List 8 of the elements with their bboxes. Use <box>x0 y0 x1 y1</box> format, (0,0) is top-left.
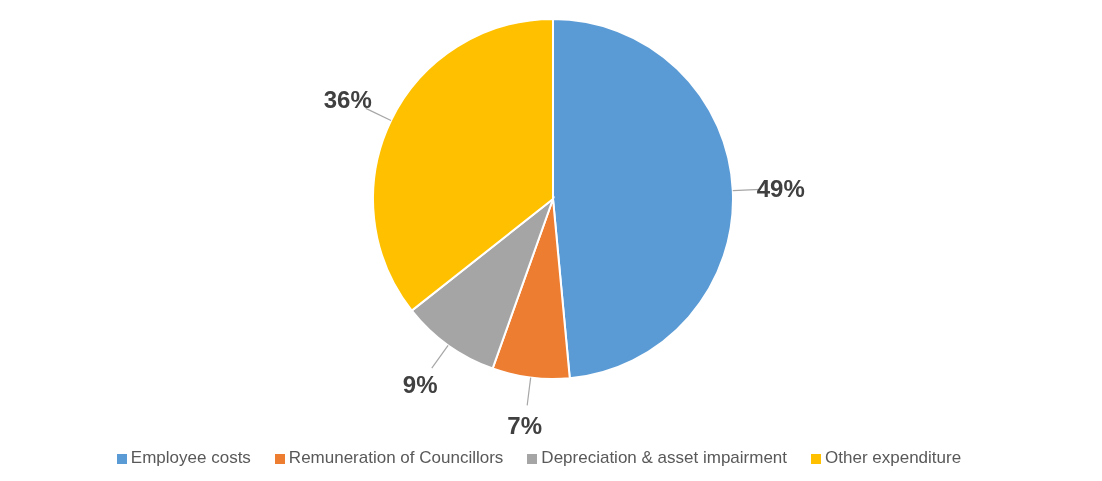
data-label: 9% <box>402 370 438 398</box>
data-label: 49% <box>756 174 805 202</box>
data-label: 7% <box>507 411 543 439</box>
legend-label: Depreciation & asset impairment <box>541 448 788 467</box>
legend-label: Employee costs <box>130 448 251 467</box>
legend-label: Other expenditure <box>825 448 962 467</box>
legend-label: Remuneration of Councillors <box>288 448 504 467</box>
data-label: 36% <box>323 86 372 114</box>
